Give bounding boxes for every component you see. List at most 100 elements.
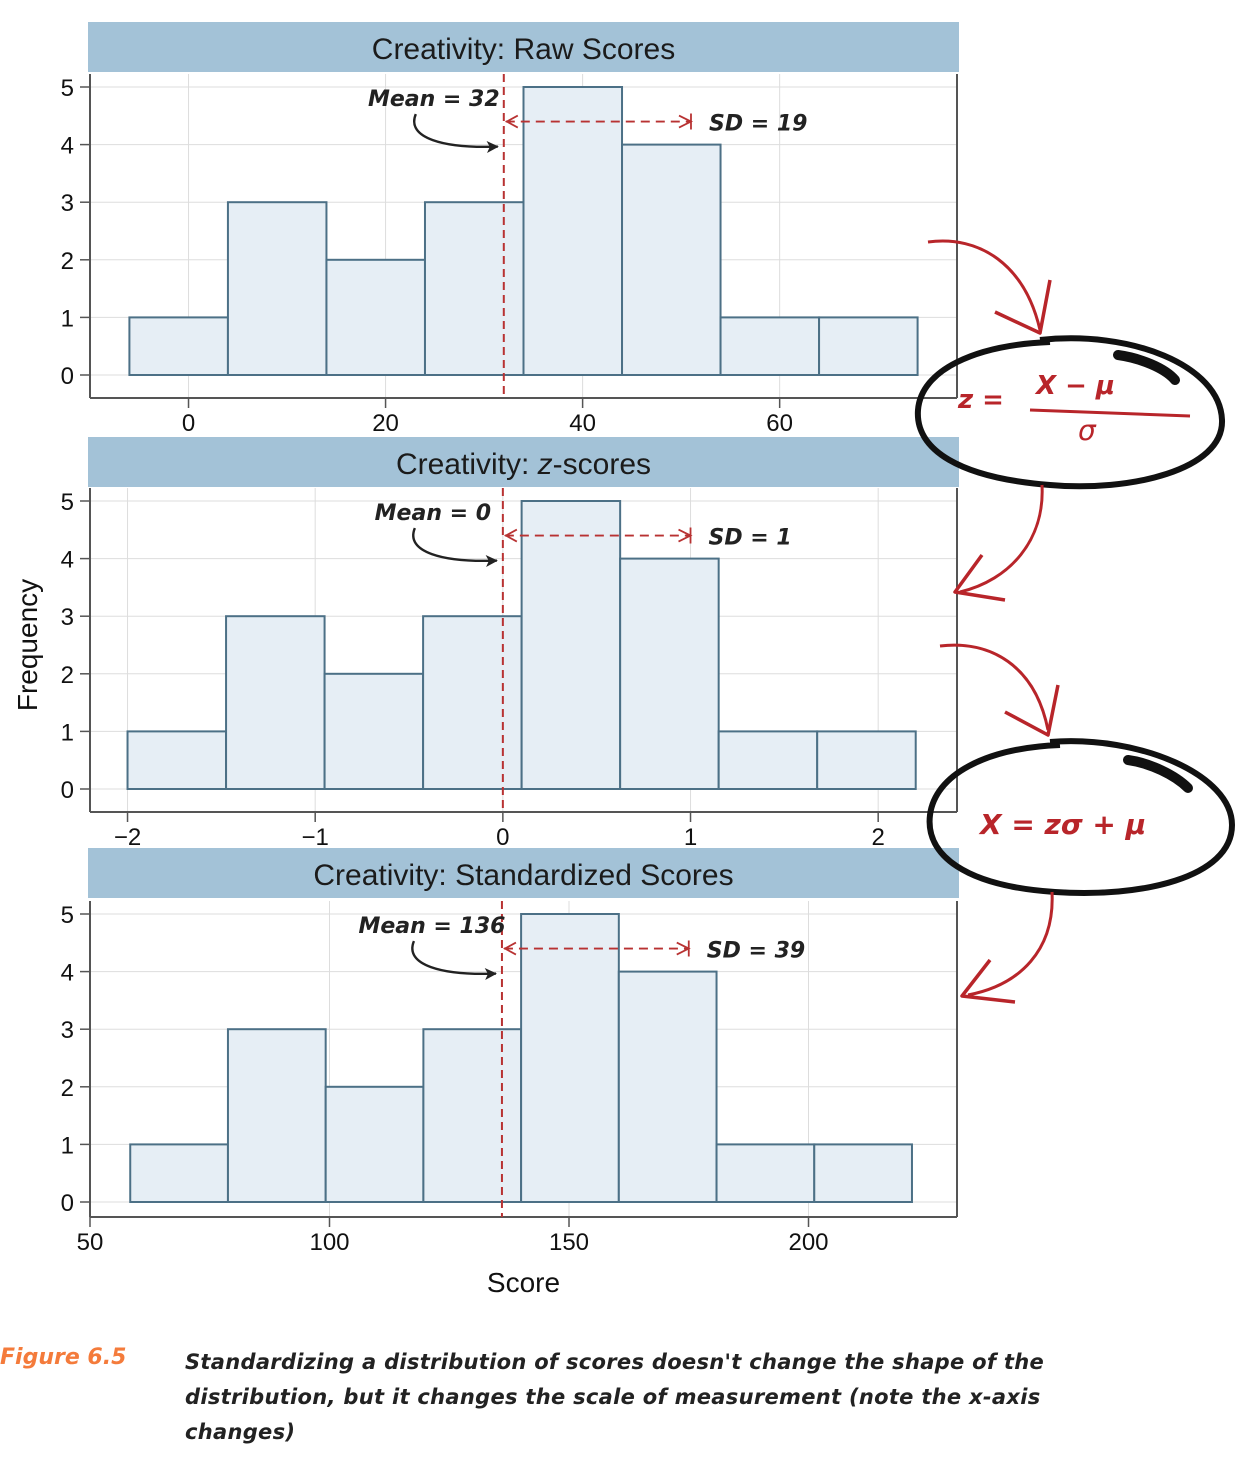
- panel-title-part: Creativity:: [396, 448, 538, 481]
- y-tick-label: 1: [61, 1132, 74, 1159]
- histogram-bar: [129, 1143, 229, 1204]
- curved-arrow-to-x-formula-head: [1004, 684, 1060, 737]
- histogram-bar: [126, 730, 228, 791]
- curved-arrow-to-z-formula: [927, 239, 1042, 331]
- sd-arrow-right-head: [678, 113, 694, 130]
- mean-label: Mean = 32: [368, 87, 500, 112]
- curved-arrow-to-x-formula: [939, 643, 1050, 731]
- x-tick-label: 200: [788, 1229, 828, 1256]
- y-tick-label: 2: [61, 662, 74, 689]
- panel-title: Creativity: Raw Scores: [372, 33, 675, 66]
- y-tick-label: 5: [61, 902, 74, 929]
- x-tick-label: 0: [496, 824, 509, 851]
- histogram-bar: [520, 500, 622, 790]
- histogram-panel-1: Creativity: Raw Scores 0 1 2 3 4 5 0 20 40 60 SD = …: [61, 22, 959, 437]
- y-tick-label: 4: [61, 960, 74, 987]
- histogram-bar: [717, 730, 819, 791]
- histogram-bar: [621, 143, 722, 376]
- sd-arrow-left-head: [504, 114, 519, 129]
- histogram-bar: [813, 1143, 913, 1204]
- y-tick-label: 3: [61, 190, 74, 217]
- histogram-bar: [520, 913, 620, 1203]
- panel-title-bar: [88, 437, 959, 487]
- histogram-bar: [422, 1028, 523, 1203]
- shared-y-axis-label: Frequency: [12, 579, 43, 711]
- mean-label: Mean = 136: [358, 914, 505, 939]
- curved-arrow-to-z-panel-head: [953, 553, 1006, 602]
- panel-title-part: -scores: [553, 448, 651, 481]
- y-tick-label: 4: [61, 133, 74, 160]
- sd-label: SD = 39: [707, 939, 805, 964]
- histogram-bar: [715, 1143, 816, 1204]
- sd-label: SD = 19: [709, 112, 807, 137]
- z-formula-fraction-bar: [1029, 408, 1191, 418]
- histogram-bar: [128, 316, 229, 376]
- x-tick-label: 150: [549, 1229, 589, 1256]
- curved-arrow-to-z-formula-head: [994, 279, 1052, 335]
- sd-arrow-left-head: [503, 528, 518, 543]
- histogram-bar: [816, 730, 917, 791]
- panel-title-bar: [88, 848, 959, 898]
- figure-caption-label: Figure 6.5: [0, 1345, 127, 1370]
- mean-pointer-arrow: [411, 940, 497, 981]
- histogram-bar: [719, 316, 821, 376]
- y-tick-label: 5: [61, 489, 74, 516]
- x-tick-label: 1: [684, 824, 697, 851]
- x-tick-label: 20: [372, 410, 399, 437]
- sd-arrow-left-head: [503, 941, 517, 956]
- x-tick-label: 0: [182, 410, 195, 437]
- x-formula-circle-stroke: [1123, 755, 1193, 793]
- histogram-bar: [423, 201, 525, 376]
- y-tick-label: 0: [61, 777, 74, 804]
- z-formula-denominator: σ: [1078, 414, 1097, 447]
- curved-arrow-to-z-panel: [959, 484, 1044, 594]
- histogram-bar: [226, 1028, 327, 1203]
- mean-label: Mean = 0: [375, 501, 491, 526]
- x-axis-label: Score: [487, 1267, 560, 1298]
- z-formula-circle-stroke: [1113, 350, 1180, 385]
- panel-title: Creativity: Standardized Scores: [313, 859, 733, 892]
- histogram-bar: [323, 672, 425, 790]
- histogram-panel-2: Creativity: z-scores 0 1 2 3 4 5 −2 −1 0 1 2 SD = 1 M…: [61, 437, 959, 851]
- y-tick-label: 5: [61, 75, 74, 102]
- figure-caption-text: Standardizing a distribution of scores d…: [185, 1350, 1045, 1444]
- y-tick-label: 4: [61, 547, 74, 574]
- y-tick-label: 3: [61, 604, 74, 631]
- histogram-panel-3: Creativity: Standardized Scores 0 1 2 3 4 5 50 1…: [61, 848, 959, 1298]
- panel-title: Creativity: z-scores: [396, 448, 651, 481]
- curved-arrow-to-standardized-panel: [967, 891, 1054, 997]
- x-tick-label: 60: [766, 410, 793, 437]
- x-tick-label: 40: [569, 410, 596, 437]
- histogram-bar: [818, 316, 919, 376]
- mean-pointer-arrow: [412, 527, 498, 568]
- x-tick-label: 50: [77, 1229, 104, 1256]
- histogram-bar: [522, 86, 624, 376]
- histogram-bar: [619, 557, 720, 790]
- histogram-bar: [225, 615, 326, 791]
- x-tick-label: −2: [114, 824, 141, 851]
- mean-pointer-arrow: [413, 113, 499, 154]
- formula-annotations: z = X − μ σ X = zσ + μ: [914, 239, 1236, 1004]
- histogram-bar: [325, 258, 426, 376]
- x-tick-label: −1: [302, 824, 329, 851]
- panel-title-bar: [88, 22, 959, 72]
- x-formula: X = zσ + μ: [978, 808, 1146, 841]
- y-tick-label: 2: [61, 248, 74, 275]
- sd-arrow-right-head: [678, 527, 693, 544]
- histogram-bar: [226, 201, 328, 376]
- y-tick-label: 1: [61, 305, 74, 332]
- curved-arrow-to-standardized-panel-head: [960, 958, 1016, 1004]
- y-tick-label: 0: [61, 363, 74, 390]
- z-formula-circle: [914, 335, 1226, 490]
- z-formula-lhs: z =: [957, 385, 1004, 415]
- x-formula-circle: [926, 738, 1236, 897]
- y-tick-label: 0: [61, 1190, 74, 1217]
- panel-title-italic: z: [537, 448, 553, 481]
- histogram-bar: [617, 970, 718, 1203]
- y-tick-label: 1: [61, 719, 74, 746]
- x-tick-label: 2: [872, 824, 885, 851]
- z-formula-numerator: X − μ: [1034, 371, 1115, 401]
- histogram-bar: [422, 615, 523, 791]
- sd-arrow-right-head: [676, 940, 691, 957]
